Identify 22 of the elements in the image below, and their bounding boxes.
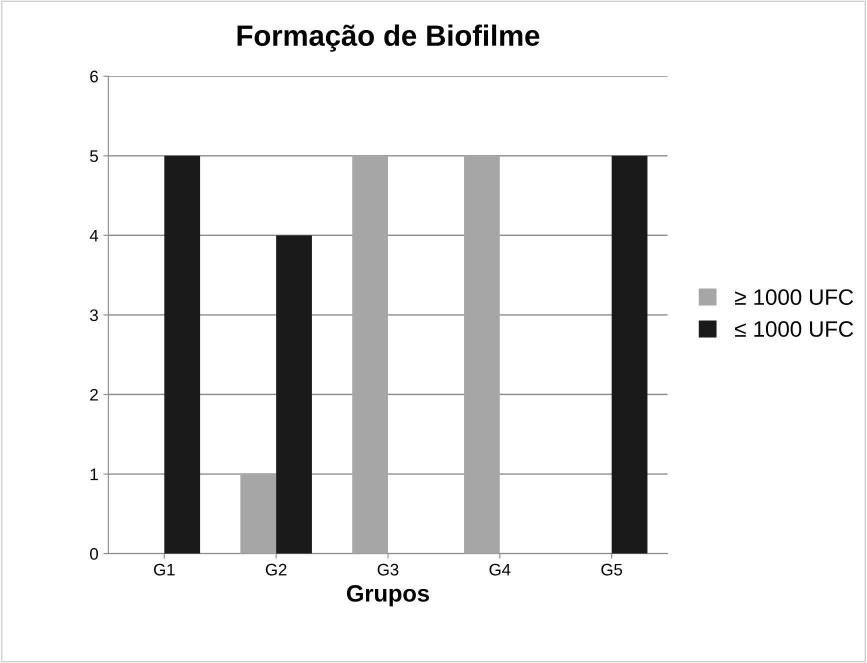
y-tick-label: 3: [90, 309, 98, 322]
y-tick-label: 5: [90, 150, 98, 162]
legend-label: ≤ 1000 UFC: [735, 321, 854, 337]
x-tick-label: G3: [378, 564, 398, 576]
bar: [164, 156, 200, 554]
x-tick-label: G2: [266, 564, 286, 576]
bar: [276, 235, 312, 554]
y-tick-label: 4: [90, 230, 98, 242]
y-tick-label: 2: [90, 388, 98, 401]
legend-label: ≥ 1000 UFC: [735, 289, 854, 305]
x-tick-label: G5: [601, 564, 622, 576]
x-axis-title: Grupos: [346, 585, 429, 606]
y-tick-label: 0: [90, 548, 98, 560]
bar: [612, 156, 648, 554]
x-tick-label: G4: [490, 564, 510, 576]
y-tick-label: 6: [90, 70, 98, 82]
y-tick-label: 1: [90, 468, 98, 480]
bar: [352, 156, 388, 554]
bar: [240, 474, 276, 554]
bar: [464, 156, 500, 554]
x-tick-label: G1: [154, 564, 175, 576]
chart-title: Formação de Biofilme: [238, 24, 540, 52]
